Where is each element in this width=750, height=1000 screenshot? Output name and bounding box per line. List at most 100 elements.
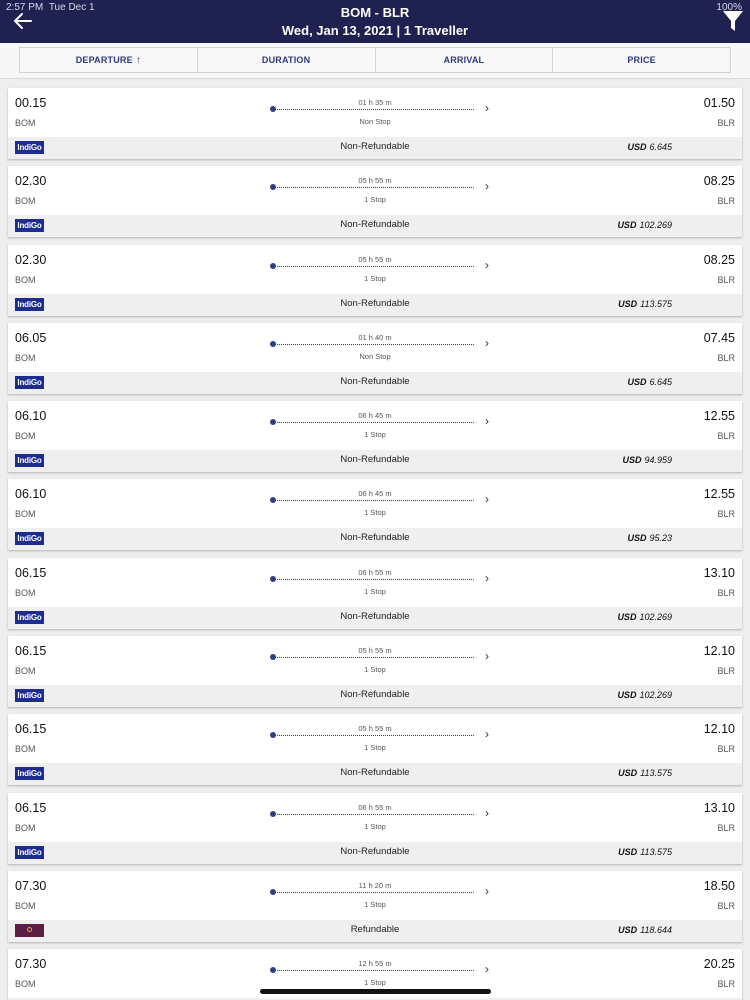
filter-icon[interactable] — [722, 9, 744, 33]
flight-card[interactable]: 06.15 BOM 06 h 55 m 1 Stop › 13.10 BLR I… — [8, 557, 742, 629]
airline-logo — [15, 923, 44, 937]
refund-status: Non-Refundable — [340, 845, 410, 857]
refund-status: Refundable — [350, 923, 400, 935]
flight-card[interactable]: 00.15 BOM 01 h 35 m Non Stop › 01.50 BLR… — [8, 88, 742, 159]
sort-ascending-icon: ↑ — [135, 54, 142, 66]
route-line — [274, 970, 474, 972]
flight-card[interactable]: 06.10 BOM 06 h 45 m 1 Stop › 12.55 BLR I… — [8, 479, 742, 551]
flight-price: USD 102.269 — [617, 220, 672, 231]
flight-card[interactable]: 02.30 BOM 05 h 55 m 1 Stop › 08.25 BLR I… — [8, 166, 742, 238]
arrival-city: BLR — [717, 118, 735, 128]
flight-list: 00.15 BOM 01 h 35 m Non Stop › 01.50 BLR… — [8, 88, 742, 1000]
arrival-city: BLR — [717, 822, 735, 833]
flight-card-footer — [8, 998, 742, 1000]
arrival-city: BLR — [717, 900, 735, 911]
flight-card[interactable]: 02.30 BOM 05 h 55 m 1 Stop › 08.25 BLR I… — [8, 244, 742, 316]
flight-card-footer: IndiGo Non-Refundable USD 95.23 — [8, 528, 742, 551]
route-origin-dot — [270, 497, 276, 504]
flight-stops: 1 Stop — [364, 273, 386, 283]
chevron-right-icon: › — [485, 805, 489, 820]
flight-stops: 1 Stop — [364, 665, 386, 675]
flight-duration: 05 h 55 m — [358, 254, 392, 264]
chevron-right-icon: › — [485, 883, 489, 898]
arrival-city: BLR — [717, 979, 735, 990]
flight-duration: 12 h 55 m — [358, 959, 392, 969]
arrival-city: BLR — [717, 431, 735, 442]
sort-tab-label: DURATION — [261, 55, 311, 65]
flight-card[interactable]: 06.10 BOM 06 h 45 m 1 Stop › 12.55 BLR I… — [8, 401, 742, 473]
flight-stops: 1 Stop — [364, 821, 386, 831]
flight-card[interactable]: 06.15 BOM 05 h 55 m 1 Stop › 12.10 BLR I… — [8, 714, 742, 786]
chevron-right-icon: › — [485, 727, 489, 742]
flight-duration: 11 h 20 m — [358, 880, 392, 890]
route-origin-dot — [270, 654, 276, 661]
flight-stops: 1 Stop — [364, 195, 386, 205]
departure-time: 06.05 — [15, 330, 47, 345]
airline-logo: IndiGo — [15, 767, 44, 781]
status-time: 2:57 PM Tue Dec 1 — [6, 2, 95, 13]
route-line — [274, 578, 474, 580]
flight-card[interactable]: 07.30 BOM 11 h 20 m 1 Stop › 18.50 BLR R… — [8, 870, 742, 942]
flight-card-footer: IndiGo Non-Refundable USD 6.645 — [8, 137, 742, 159]
departure-city: BOM — [15, 587, 36, 598]
sort-tab-arrival[interactable]: ARRIVAL — [375, 47, 554, 73]
flight-card[interactable]: 06.15 BOM 06 h 55 m 1 Stop › 13.10 BLR I… — [8, 792, 742, 864]
status-battery: 100% — [716, 2, 742, 13]
chevron-right-icon: › — [485, 649, 489, 664]
departure-city: BOM — [15, 352, 36, 363]
flight-card[interactable]: 06.05 BOM 01 h 40 m Non Stop › 07.45 BLR… — [8, 322, 742, 394]
flight-card-footer: IndiGo Non-Refundable USD 102.269 — [8, 606, 742, 629]
route-line — [274, 343, 474, 345]
flight-stops: 1 Stop — [364, 430, 386, 440]
chevron-right-icon: › — [485, 962, 489, 977]
airline-logo: IndiGo — [15, 610, 44, 624]
chevron-right-icon: › — [485, 101, 489, 115]
sort-tab-price[interactable]: PRICE — [553, 47, 731, 73]
arrival-time: 08.25 — [703, 252, 735, 267]
flight-stops: Non Stop — [359, 117, 391, 126]
arrival-time: 07.45 — [703, 330, 735, 345]
flight-price: USD 95.23 — [627, 533, 672, 544]
flight-price: USD 113.575 — [618, 846, 672, 857]
flight-card[interactable]: 06.15 BOM 05 h 55 m 1 Stop › 12.10 BLR I… — [8, 636, 742, 708]
arrival-time: 13.10 — [703, 565, 735, 580]
arrival-city: BLR — [717, 274, 735, 285]
departure-time: 00.15 — [15, 96, 47, 110]
arrival-city: BLR — [717, 666, 735, 677]
flight-card-footer: IndiGo Non-Refundable USD 113.575 — [8, 293, 742, 316]
flight-duration: 05 h 55 m — [358, 724, 392, 734]
trip-subtitle: Wed, Jan 13, 2021 | 1 Traveller — [281, 23, 469, 38]
route-title: BOM - BLR — [340, 5, 410, 20]
sort-tab-duration[interactable]: DURATION — [197, 47, 376, 73]
back-arrow-icon[interactable] — [12, 10, 34, 32]
arrival-time: 12.10 — [703, 722, 735, 737]
airline-logo: IndiGo — [15, 845, 44, 859]
departure-time: 06.15 — [15, 565, 47, 580]
chevron-right-icon: › — [485, 257, 489, 272]
airline-logo: IndiGo — [15, 454, 44, 468]
departure-time: 07.30 — [15, 878, 47, 893]
sort-tab-departure[interactable]: DEPARTURE ↑ — [19, 47, 198, 73]
arrival-city: BLR — [717, 744, 735, 755]
route-line — [274, 813, 474, 815]
arrival-city: BLR — [717, 352, 735, 363]
sort-tab-label: DEPARTURE — [75, 55, 133, 65]
departure-time: 07.30 — [15, 957, 47, 972]
chevron-right-icon: › — [485, 492, 489, 507]
flight-duration: 06 h 45 m — [358, 489, 392, 499]
departure-city: BOM — [15, 666, 36, 677]
departure-time: 06.15 — [15, 722, 47, 737]
route-origin-dot — [270, 575, 276, 582]
flight-price: USD 102.269 — [617, 611, 672, 622]
departure-time: 06.10 — [15, 487, 47, 502]
flight-stops: 1 Stop — [364, 978, 386, 988]
route-origin-dot — [270, 967, 276, 974]
flight-card-footer: IndiGo Non-Refundable USD 94.959 — [8, 450, 742, 473]
arrival-time: 20.25 — [703, 957, 735, 972]
flight-price: USD 113.575 — [618, 298, 672, 309]
flight-duration: 01 h 40 m — [358, 332, 392, 342]
refund-status: Non-Refundable — [340, 610, 410, 622]
chevron-right-icon: › — [485, 570, 489, 585]
departure-time: 02.30 — [15, 252, 47, 267]
refund-status: Non-Refundable — [340, 375, 410, 387]
